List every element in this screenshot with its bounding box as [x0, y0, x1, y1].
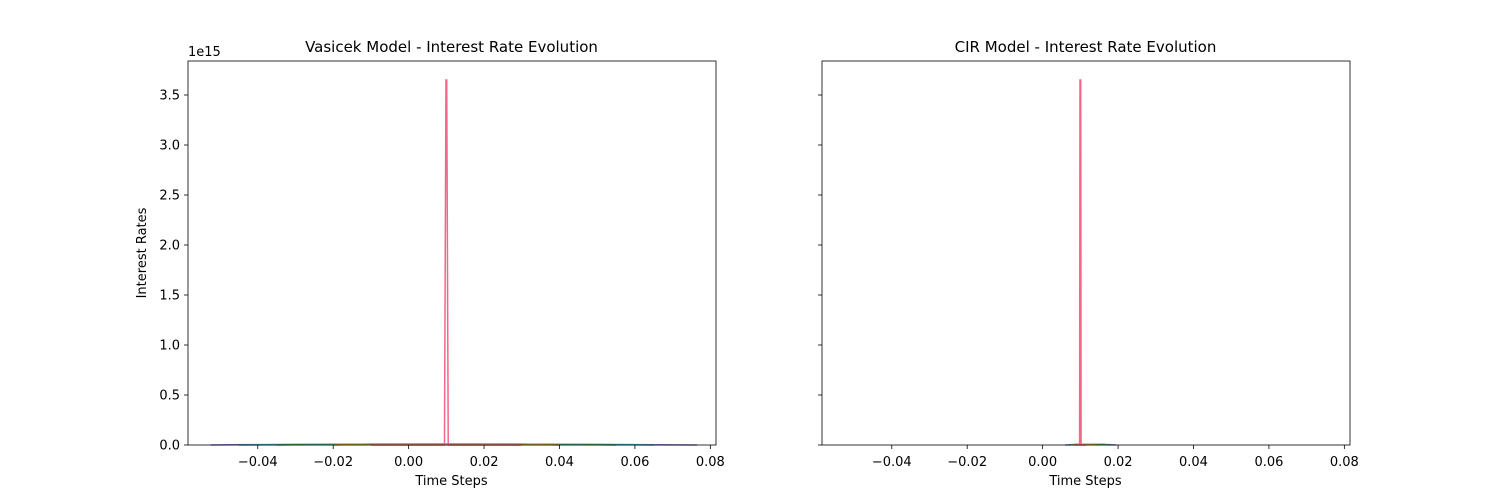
vasicek-y-tick-label: 3.5	[159, 89, 180, 104]
vasicek-y-tick-label: 2.5	[159, 189, 180, 204]
vasicek-axes-group: −0.04 −0.02 0.00 0.02 0.04 0.06 0.08 0.0 0.5 1.0 1…	[159, 60, 725, 470]
vasicek-chart: Vasicek Model - Interest Rate Evolution …	[135, 38, 725, 489]
cir-x-tick-label: −0.04	[872, 455, 912, 470]
cir-axes-group: −0.04 −0.02 0.00 0.02 0.04 0.06 0.08	[818, 60, 1359, 470]
vasicek-x-tick-label: 0.02	[470, 455, 499, 470]
vasicek-y-tick-label: 0.0	[159, 439, 180, 454]
vasicek-series-line-3	[333, 443, 560, 446]
cir-series-group	[1065, 79, 1117, 446]
vasicek-y-axis-label: Interest Rates	[135, 207, 150, 298]
vasicek-y-tick-label: 1.5	[159, 289, 180, 304]
vasicek-y-tick-label: 3.0	[159, 139, 180, 154]
cir-x-tick-label: 0.04	[1179, 455, 1208, 470]
cir-x-tick-label: 0.06	[1254, 455, 1283, 470]
cir-series-line-3	[1074, 79, 1086, 446]
vasicek-x-tick-label: 0.04	[545, 455, 574, 470]
cir-x-tick-label: 0.00	[1028, 455, 1057, 470]
vasicek-y-offset-label: 1e15	[188, 45, 221, 60]
vasicek-series-group	[210, 79, 698, 446]
vasicek-x-tick-label: 0.08	[696, 455, 725, 470]
cir-chart: CIR Model - Interest Rate Evolution Time…	[818, 38, 1359, 489]
vasicek-x-axis-label: Time Steps	[414, 474, 488, 489]
cir-x-tick-label: 0.02	[1104, 455, 1133, 470]
cir-x-tick-label: 0.08	[1330, 455, 1359, 470]
cir-plot-frame	[821, 60, 1351, 446]
vasicek-y-tick-label: 0.5	[159, 389, 180, 404]
cir-x-axis-label: Time Steps	[1048, 474, 1122, 489]
vasicek-x-tick-label: 0.00	[394, 455, 423, 470]
vasicek-x-tick-label: −0.02	[313, 455, 353, 470]
cir-chart-title: CIR Model - Interest Rate Evolution	[955, 38, 1217, 56]
vasicek-x-tick-label: 0.06	[620, 455, 649, 470]
cir-x-tick-label: −0.02	[947, 455, 987, 470]
vasicek-y-tick-label: 2.0	[159, 239, 180, 254]
vasicek-y-tick-label: 1.0	[159, 339, 180, 354]
vasicek-x-tick-label: −0.04	[238, 455, 278, 470]
vasicek-plot-frame	[187, 60, 717, 446]
vasicek-chart-title: Vasicek Model - Interest Rate Evolution	[305, 38, 598, 56]
vasicek-series-line-4	[370, 79, 522, 446]
